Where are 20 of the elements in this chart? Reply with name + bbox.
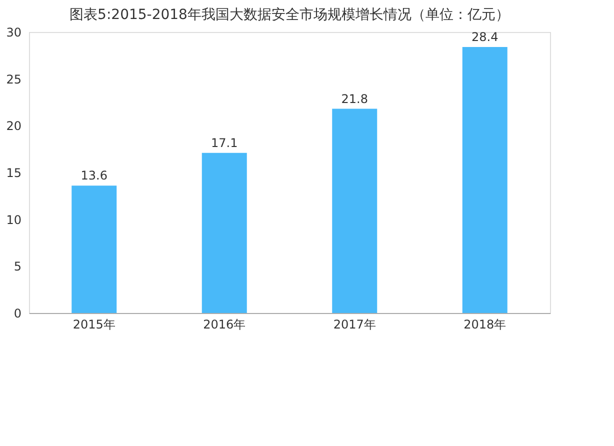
chart-title: 图表5:2015-2018年我国大数据安全市场规模增长情况（单位：亿元） bbox=[70, 7, 510, 23]
y-tick-label: 20 bbox=[6, 119, 22, 134]
bar bbox=[202, 152, 247, 313]
data-label: 21.8 bbox=[341, 92, 368, 106]
data-label: 17.1 bbox=[211, 136, 238, 150]
data-label: 28.4 bbox=[472, 30, 498, 44]
y-tick-label: 15 bbox=[6, 166, 22, 180]
bar bbox=[462, 46, 508, 313]
bar bbox=[72, 186, 117, 313]
x-tick-label: 2016年 bbox=[203, 318, 246, 332]
x-tick-label: 2015年 bbox=[72, 318, 116, 332]
y-tick-label: 5 bbox=[14, 260, 22, 274]
x-tick-label: 2017年 bbox=[333, 318, 376, 332]
y-tick-label: 0 bbox=[14, 306, 22, 320]
data-label: 13.6 bbox=[80, 168, 108, 183]
y-tick-label: 30 bbox=[6, 26, 22, 40]
x-tick-label: 2018年 bbox=[464, 318, 506, 332]
y-tick-label: 25 bbox=[6, 72, 22, 86]
y-tick-label: 10 bbox=[6, 212, 22, 227]
bar bbox=[332, 108, 378, 313]
